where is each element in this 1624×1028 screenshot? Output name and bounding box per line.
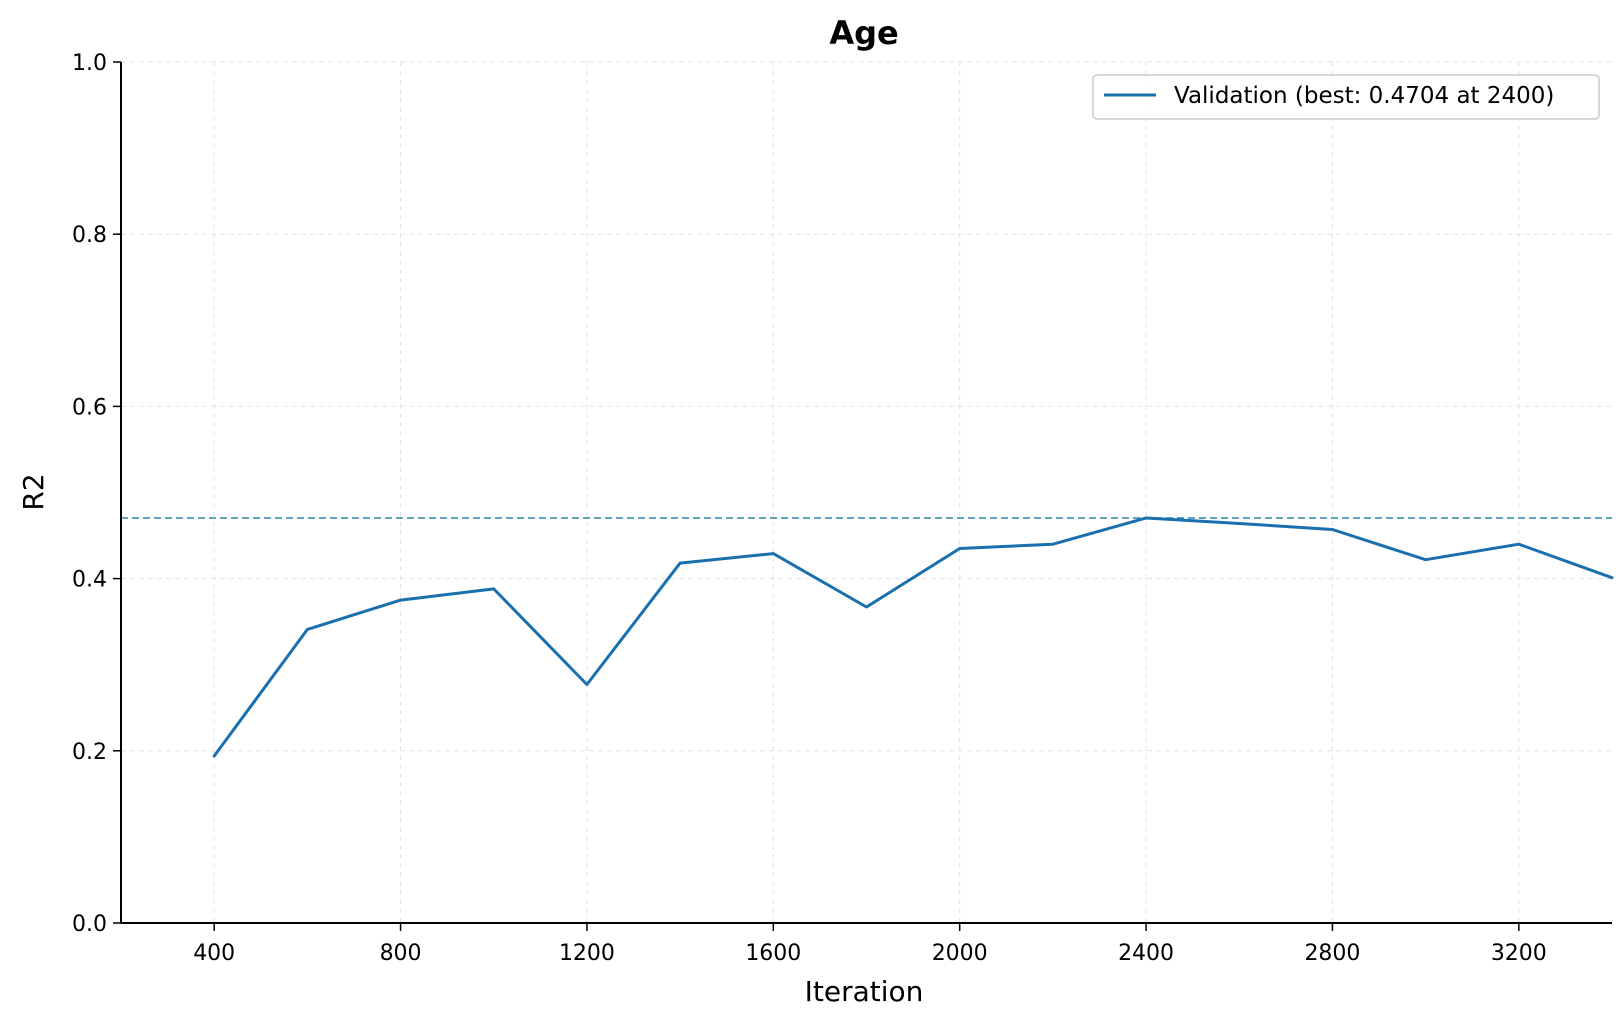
x-tick-label: 2800 bbox=[1304, 941, 1360, 966]
y-tick-label: 1.0 bbox=[72, 51, 107, 76]
y-tick-label: 0.4 bbox=[72, 568, 107, 593]
x-tick-label: 800 bbox=[380, 941, 422, 966]
y-tick-label: 0.8 bbox=[72, 223, 107, 248]
y-tick-label: 0.2 bbox=[72, 740, 107, 765]
ticks-layer: 400 800 1200 1600 2000 2400 2800 3200 0.0 0.2 0.4 0… bbox=[72, 51, 1547, 966]
x-tick-label: 1600 bbox=[745, 941, 801, 966]
x-tick-label: 3200 bbox=[1491, 941, 1547, 966]
legend-label: Validation (best: 0.4704 at 2400) bbox=[1174, 83, 1554, 109]
y-axis-label: R2 bbox=[17, 473, 50, 510]
x-tick-label: 2000 bbox=[932, 941, 988, 966]
chart-title: Age bbox=[829, 14, 898, 52]
x-tick-label: 1200 bbox=[559, 941, 615, 966]
grid-layer bbox=[121, 62, 1612, 923]
validation-series-line bbox=[214, 518, 1612, 756]
x-tick-label: 2400 bbox=[1118, 941, 1174, 966]
x-tick-label: 400 bbox=[193, 941, 235, 966]
y-tick-label: 0.6 bbox=[72, 395, 107, 420]
series-layer bbox=[214, 518, 1612, 756]
x-axis-label: Iteration bbox=[805, 975, 924, 1008]
axes-layer bbox=[121, 62, 1612, 923]
legend: Validation (best: 0.4704 at 2400) bbox=[1093, 75, 1599, 119]
y-tick-label: 0.0 bbox=[72, 912, 107, 937]
